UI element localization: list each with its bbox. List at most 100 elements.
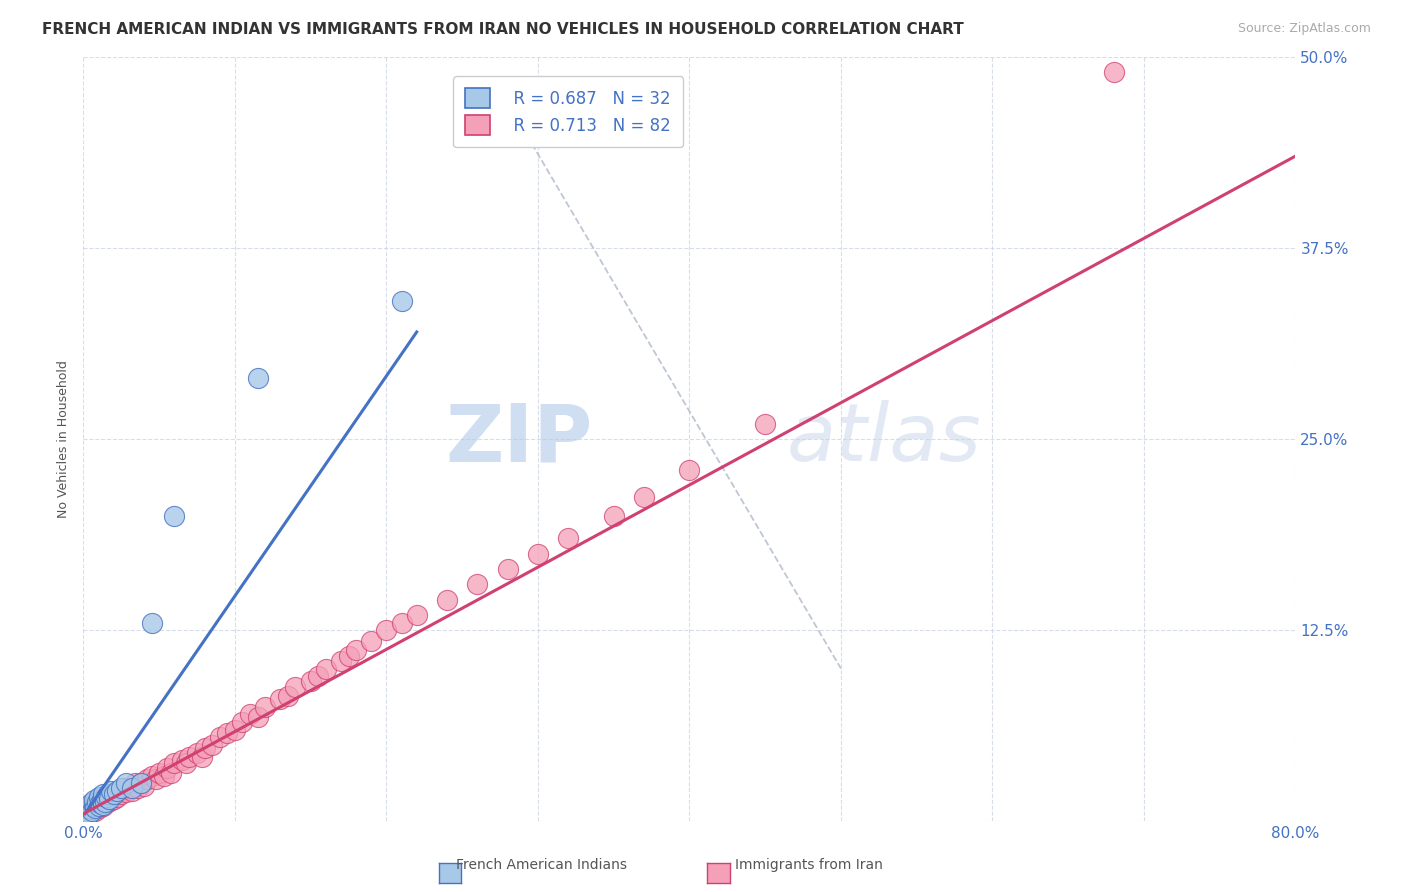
Point (391, 294, 413, 309)
Point (136, 772, 159, 786)
Point (110, 787, 132, 801)
Point (90, 793, 112, 807)
Point (101, 787, 124, 801)
Point (190, 750, 212, 764)
Point (82, 804, 104, 818)
Point (465, 577, 488, 591)
Point (87, 789, 110, 804)
Point (91, 797, 114, 812)
Point (87, 793, 110, 807)
Point (90, 789, 112, 804)
Point (284, 680, 307, 694)
Point (307, 669, 329, 683)
Point (246, 371, 269, 385)
Point (79, 800, 101, 814)
Point (75, 802, 97, 816)
Point (217, 725, 239, 739)
Point (79, 806, 101, 821)
Point (152, 768, 174, 782)
Point (194, 741, 217, 756)
Point (186, 746, 208, 760)
Point (86, 795, 108, 809)
Point (121, 780, 143, 795)
Point (557, 532, 579, 546)
Point (114, 785, 136, 799)
Point (239, 707, 262, 722)
Point (179, 750, 201, 764)
Point (89, 797, 111, 812)
Point (87, 800, 110, 814)
Point (98, 789, 121, 804)
Text: ZIP: ZIP (446, 401, 592, 478)
Text: Source: ZipAtlas.com: Source: ZipAtlas.com (1237, 22, 1371, 36)
Y-axis label: No Vehicles in Household: No Vehicles in Household (58, 360, 70, 518)
Point (83, 799, 105, 814)
Point (105, 784, 128, 798)
Point (391, 615, 413, 630)
Point (436, 592, 458, 607)
Point (633, 490, 655, 504)
Point (231, 714, 253, 729)
Point (337, 649, 360, 664)
Point (344, 643, 367, 657)
Point (170, 753, 193, 767)
Point (112, 780, 135, 795)
Point (82, 802, 104, 816)
Point (277, 689, 299, 703)
Point (114, 776, 136, 790)
Point (108, 784, 131, 798)
Point (121, 784, 143, 798)
Point (90, 795, 112, 809)
Point (329, 654, 352, 668)
Point (103, 787, 125, 801)
Point (145, 772, 167, 786)
Point (97, 795, 120, 809)
Point (224, 723, 246, 737)
Point (156, 761, 179, 775)
Point (80, 796, 103, 810)
Point (201, 738, 224, 752)
Point (1102, 65, 1125, 79)
Point (89, 796, 111, 810)
Point (754, 417, 776, 431)
Point (73, 810, 96, 824)
Point (84, 800, 107, 814)
Point (269, 692, 291, 706)
Point (160, 765, 183, 780)
Point (75, 806, 97, 821)
Point (77, 805, 100, 820)
Point (129, 776, 152, 790)
Point (94, 789, 117, 804)
Point (87, 799, 110, 814)
Point (163, 756, 186, 771)
Point (91, 787, 114, 801)
Point (132, 779, 155, 793)
Point (80, 802, 103, 816)
Point (84, 804, 107, 818)
Text: Immigrants from Iran: Immigrants from Iran (734, 858, 883, 872)
Point (148, 765, 170, 780)
Point (254, 699, 277, 714)
Point (360, 634, 382, 648)
Point (118, 780, 141, 795)
Point (98, 791, 121, 805)
Text: French American Indians: French American Indians (456, 858, 627, 872)
Point (93, 795, 115, 809)
Point (97, 787, 120, 801)
Point (91, 799, 114, 814)
Point (73, 811, 96, 825)
Point (83, 799, 105, 814)
Point (602, 508, 624, 523)
Point (141, 615, 163, 630)
Point (176, 756, 198, 771)
Text: FRENCH AMERICAN INDIAN VS IMMIGRANTS FROM IRAN NO VEHICLES IN HOUSEHOLD CORRELAT: FRENCH AMERICAN INDIAN VS IMMIGRANTS FRO… (42, 22, 965, 37)
Point (246, 710, 269, 724)
Point (84, 796, 107, 810)
Point (127, 780, 149, 795)
Point (83, 793, 105, 807)
Point (315, 661, 337, 675)
Legend:   R = 0.687   N = 32,   R = 0.713   N = 82: R = 0.687 N = 32, R = 0.713 N = 82 (454, 77, 683, 147)
Point (105, 789, 128, 804)
Point (405, 607, 427, 622)
Point (80, 797, 103, 812)
